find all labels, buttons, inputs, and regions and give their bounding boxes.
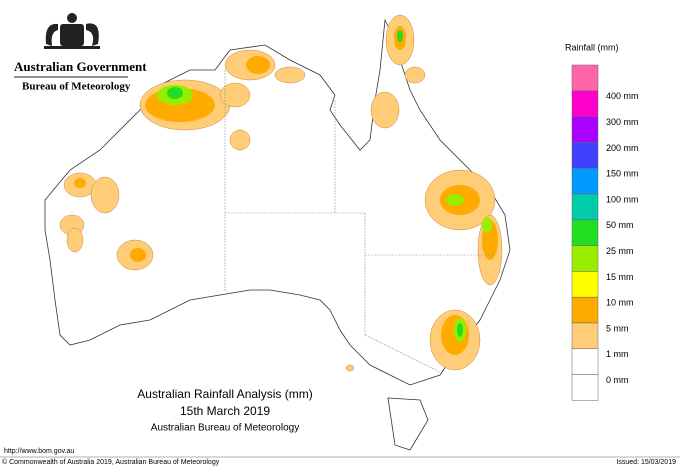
legend-label: 5 mm bbox=[606, 323, 629, 333]
legend-swatch bbox=[571, 193, 599, 221]
legend-swatch bbox=[571, 219, 599, 246]
footer-copyright: © Commonwealth of Australia 2019, Austra… bbox=[2, 458, 220, 466]
state-borders bbox=[224, 70, 495, 373]
footer-url: http://www.bom.gov.au bbox=[4, 448, 74, 455]
legend-swatch bbox=[571, 64, 599, 92]
footer-issued: Issued: 15/03/2019 bbox=[616, 459, 676, 466]
legend-swatch bbox=[571, 116, 599, 143]
legend-swatch bbox=[571, 271, 599, 298]
legend-label: 10 mm bbox=[606, 298, 634, 308]
legend-label: 100 mm bbox=[606, 194, 639, 204]
legend-swatch bbox=[571, 245, 599, 272]
map-source: Australian Bureau of Meteorology bbox=[151, 423, 299, 434]
legend-swatch bbox=[571, 296, 599, 324]
tasmania bbox=[387, 397, 429, 451]
legend-label: 200 mm bbox=[606, 143, 639, 153]
legend-swatch bbox=[571, 348, 599, 375]
rain-25mm bbox=[167, 30, 463, 337]
government-name: Australian Government bbox=[14, 59, 147, 74]
legend-label: 0 mm bbox=[606, 375, 629, 385]
agency-name: Bureau of Meteorology bbox=[22, 81, 131, 93]
legend-title: Rainfall (mm) bbox=[565, 42, 619, 52]
legend-label: 50 mm bbox=[606, 220, 634, 230]
legend-label: 25 mm bbox=[606, 246, 634, 256]
legend-label: 1 mm bbox=[606, 349, 629, 359]
legend-swatch bbox=[571, 142, 599, 169]
map bbox=[44, 14, 511, 451]
legend-label: 300 mm bbox=[606, 117, 639, 127]
map-date: 15th March 2019 bbox=[180, 404, 270, 418]
legend-swatch bbox=[571, 167, 599, 195]
legend-label: 150 mm bbox=[606, 169, 639, 179]
map-title: Australian Rainfall Analysis (mm) bbox=[137, 387, 312, 401]
legend-swatch bbox=[571, 90, 599, 117]
legend-label: 400 mm bbox=[606, 91, 639, 101]
legend-label: 15 mm bbox=[606, 272, 634, 282]
legend-swatch bbox=[571, 374, 599, 401]
crest bbox=[44, 13, 100, 49]
legend: 400 mm 300 mm 200 mm 150 mm 100 mm 50 mm 25 mm… bbox=[571, 64, 639, 401]
legend-swatch bbox=[571, 322, 599, 350]
